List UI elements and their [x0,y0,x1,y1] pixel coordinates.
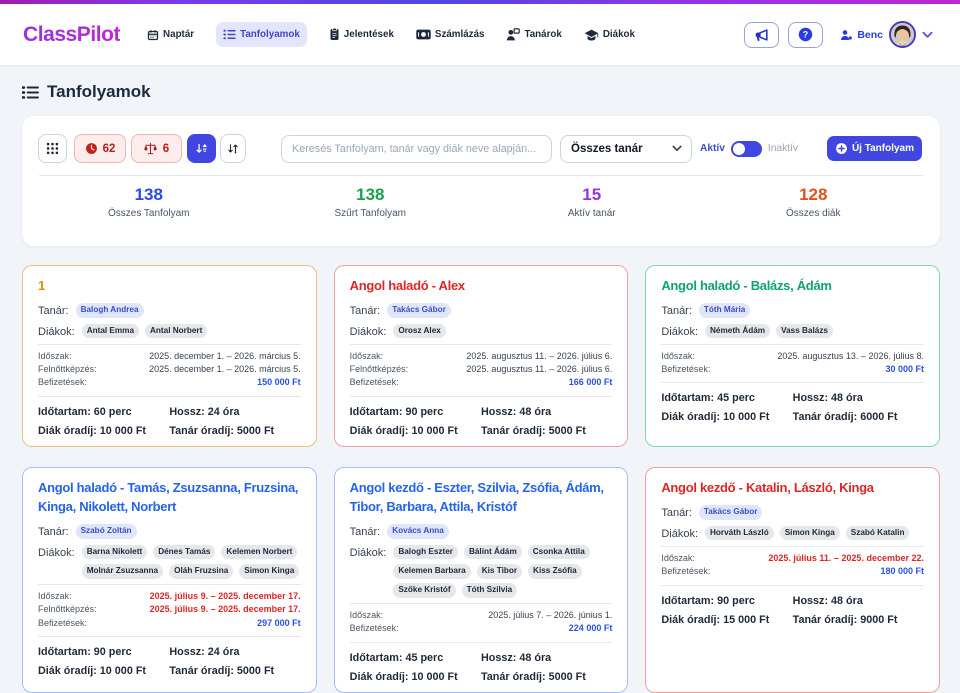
svg-text:?: ? [803,29,808,39]
